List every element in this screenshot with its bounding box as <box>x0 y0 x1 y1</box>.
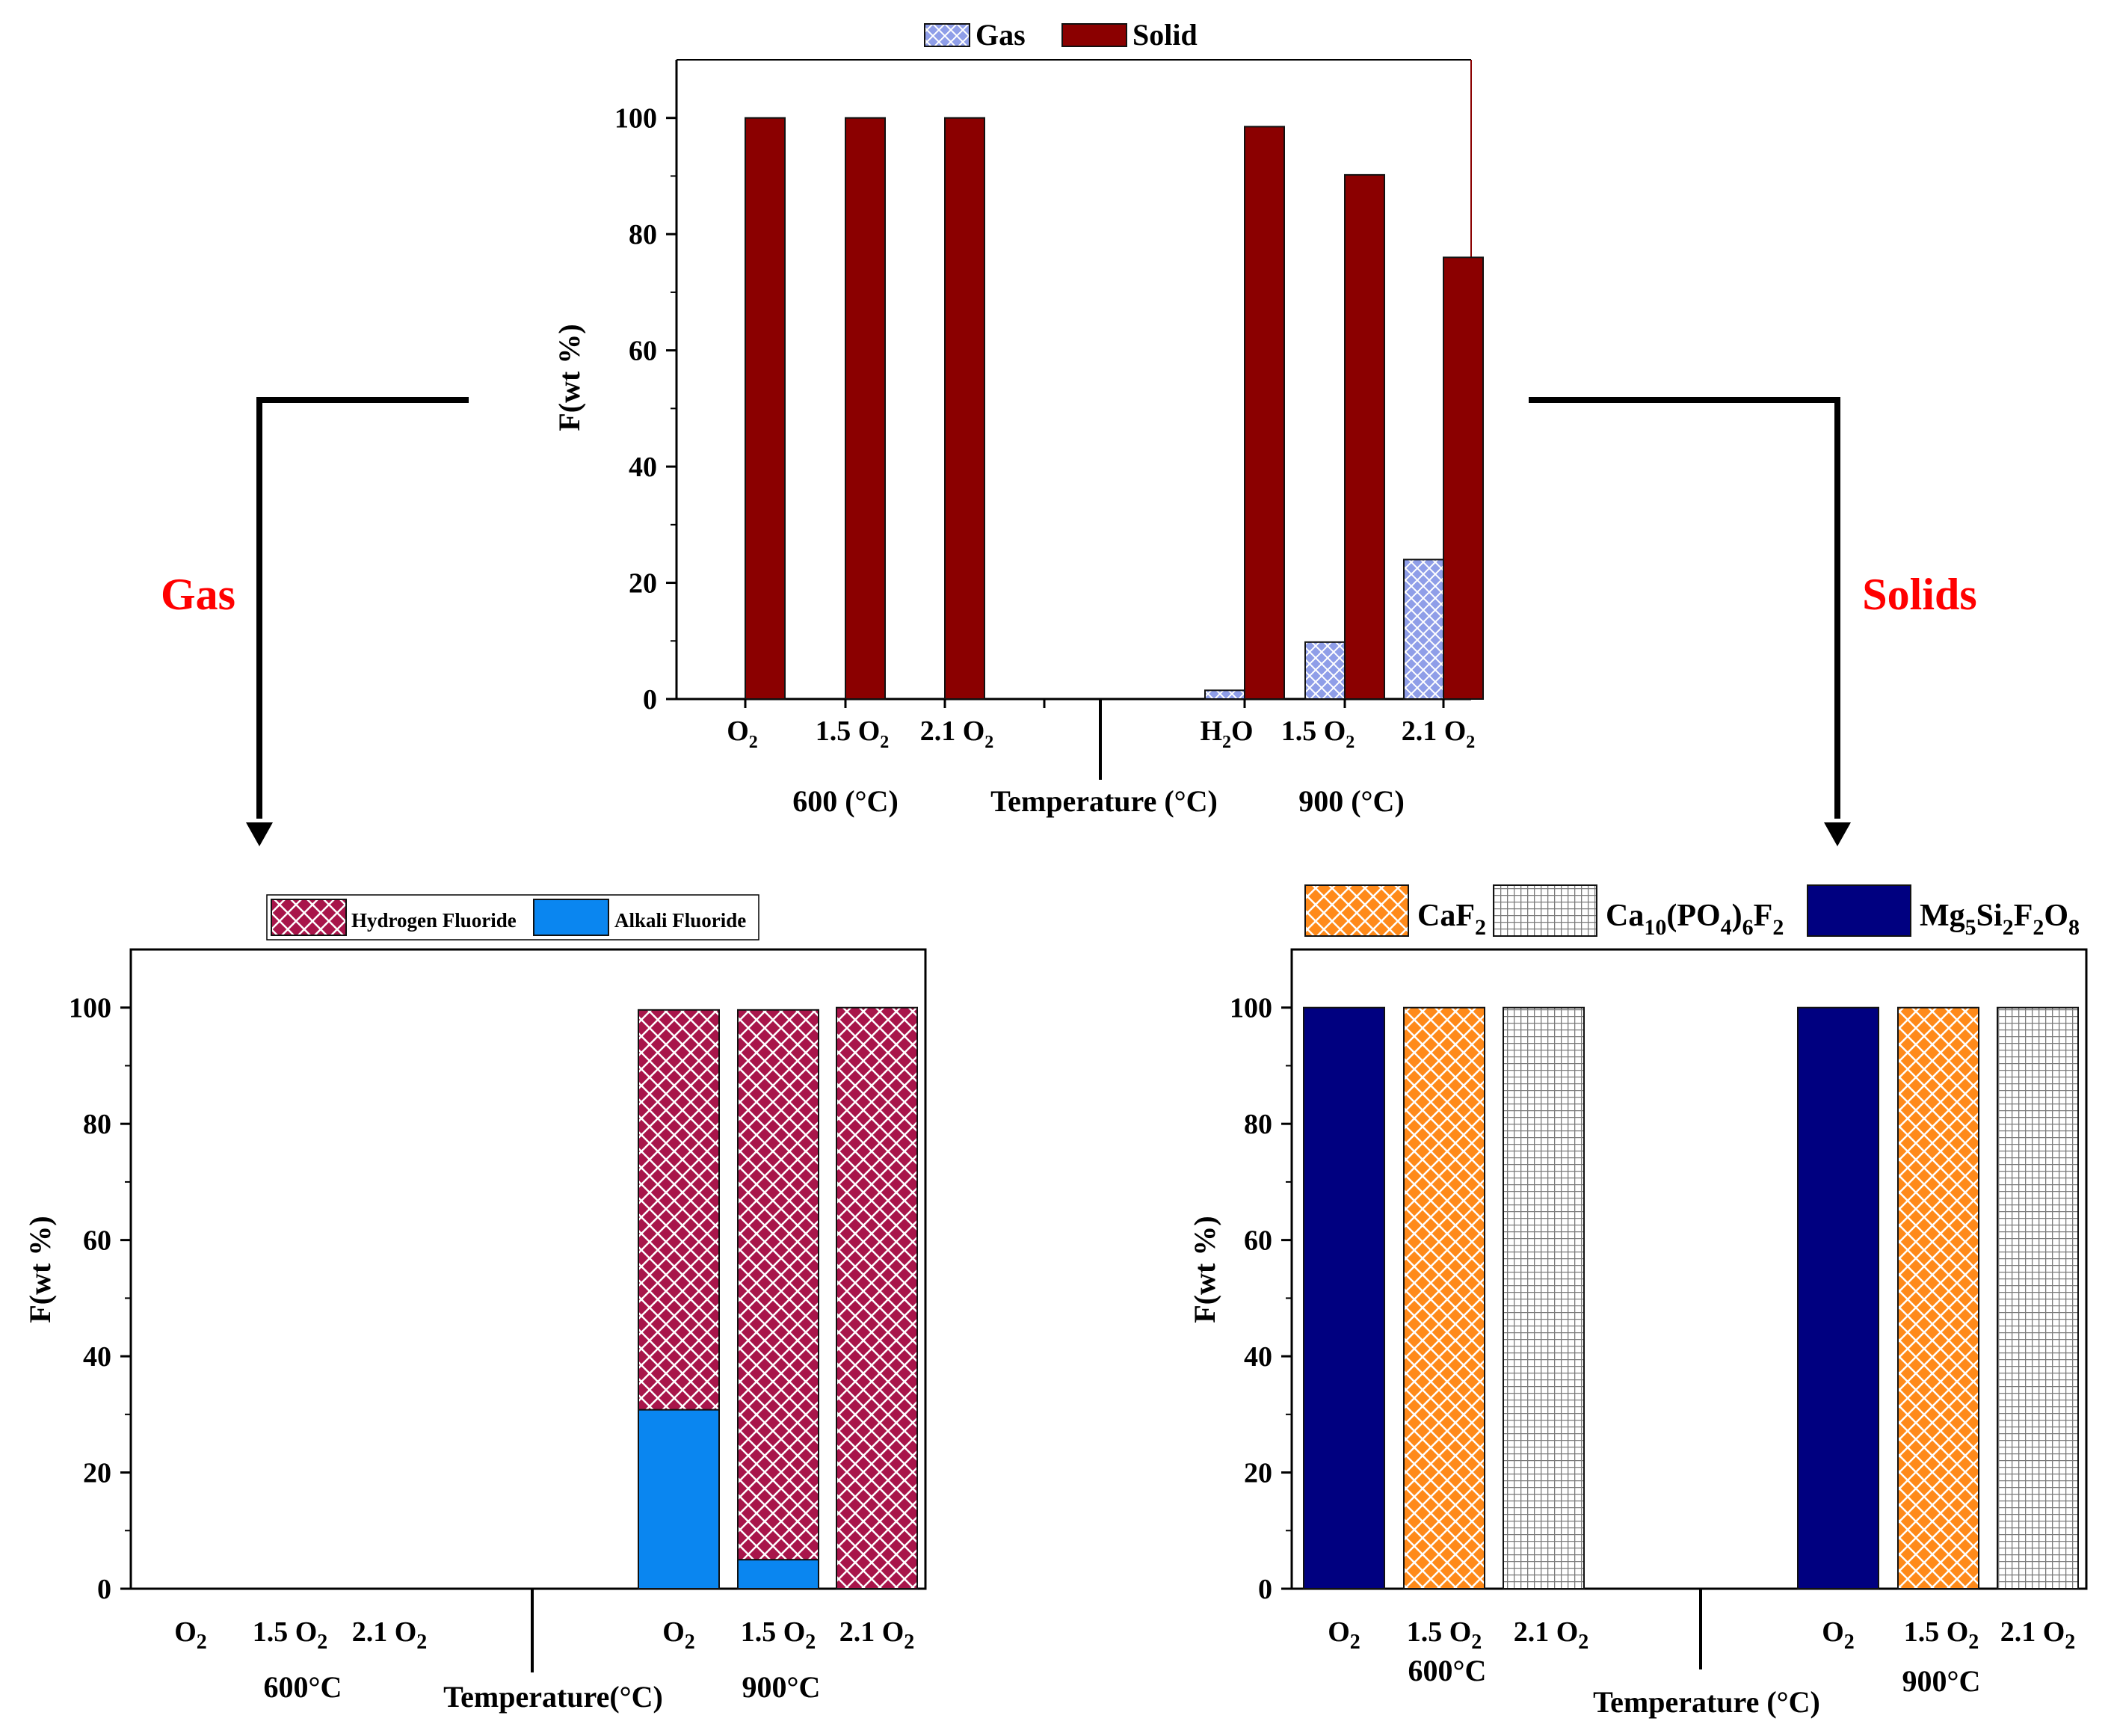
solids-bar-ca10po46f2 <box>1503 1006 1585 1589</box>
gas-plot-frame <box>129 948 927 1590</box>
gas-category-label: O2 <box>174 1616 207 1654</box>
left-arrow-icon <box>246 822 273 846</box>
top-bar-solid <box>1443 256 1484 701</box>
top-bar-gas <box>1204 689 1245 700</box>
legend-label-mg-silicate: Mg5Si2F2O8 <box>1920 899 2080 940</box>
top-bar-solid <box>845 117 886 700</box>
right-arrow-icon <box>1824 822 1851 846</box>
solids-ytick-label: 80 <box>1244 1109 1272 1140</box>
solids-ytick-label: 0 <box>1258 1574 1272 1605</box>
solids-annotation: Solids <box>1862 570 1976 619</box>
top-group-label-600: 600 (°C) <box>792 784 899 818</box>
top-y-axis-label: F(wt %) <box>552 324 586 431</box>
top-category-label: O2 <box>727 715 758 752</box>
solids-ytick-label: 40 <box>1244 1341 1272 1373</box>
gas-group-label-600: 600°C <box>264 1670 342 1704</box>
solids-category-label: 1.5 O2 <box>1407 1616 1482 1654</box>
solids-bar-caf2 <box>1403 1006 1485 1589</box>
legend-swatch-mg-silicate <box>1807 884 1911 937</box>
gas-bar-hydrogen-fluoride <box>638 1009 720 1411</box>
top-category-label: 1.5 O2 <box>1281 715 1355 752</box>
top-bar-solid <box>1344 173 1385 700</box>
legend-swatch-apatite <box>1493 884 1597 937</box>
top-ytick-label: 40 <box>629 452 657 483</box>
legend-label-gas: Gas <box>976 18 1026 52</box>
gas-bar-hydrogen-fluoride <box>836 1006 918 1589</box>
top-bar-gas <box>1304 641 1346 700</box>
top-x-axis-label: Temperature (°C) <box>990 784 1218 818</box>
left-connector <box>246 397 469 846</box>
gas-ytick-label: 0 <box>97 1574 111 1605</box>
solids-bar-mg5si2f2o8 <box>1797 1006 1879 1589</box>
solids-legend: CaF2 Ca10(PO4)6F2 Mg5Si2F2O8 <box>1304 884 2080 940</box>
gas-ytick-label: 80 <box>83 1109 111 1140</box>
solids-x-axis-label: Temperature (°C) <box>1593 1685 1820 1719</box>
legend-swatch-gas <box>924 23 970 47</box>
solids-y-axis-label: F(wt %) <box>1188 1216 1221 1323</box>
gas-ytick-label: 20 <box>83 1458 111 1489</box>
gas-category-label: O2 <box>662 1616 695 1654</box>
solids-plot-frame <box>1290 948 2088 1590</box>
solids-group-label-600: 600°C <box>1408 1654 1487 1687</box>
legend-label-apatite: Ca10(PO4)6F2 <box>1606 899 1784 940</box>
gas-legend-box <box>266 894 759 941</box>
top-ytick-label: 20 <box>629 568 657 600</box>
solids-group-label-900: 900°C <box>1902 1664 1981 1698</box>
gas-annotation: Gas <box>161 570 235 619</box>
solids-category-label: 2.1 O2 <box>1514 1616 1589 1654</box>
legend-swatch-solid <box>1061 23 1127 47</box>
solids-bar-caf2 <box>1897 1006 1979 1589</box>
solids-category-label: O2 <box>1328 1616 1360 1654</box>
legend-label-alkali-fluoride: Alkali Fluoride <box>614 909 746 932</box>
gas-group-label-900: 900°C <box>742 1670 821 1704</box>
top-bar-gas <box>1403 558 1444 700</box>
gas-category-label: 2.1 O2 <box>352 1616 428 1654</box>
solids-bar-ca10po46f2 <box>1997 1006 2079 1589</box>
top-ytick-label: 0 <box>643 684 657 715</box>
solids-chart: 0 20 40 60 80 100 O2 1.5 O2 2.1 O2 O2 1.5 O2 2.1 O… <box>1188 884 2088 1719</box>
solids-ytick-label: 20 <box>1244 1458 1272 1489</box>
top-category-label: 1.5 O2 <box>816 715 890 752</box>
top-legend: Gas Solid <box>924 18 1198 52</box>
legend-label-solid: Solid <box>1132 18 1198 52</box>
top-bar-solid <box>1244 126 1285 701</box>
gas-bar-hydrogen-fluoride <box>737 1009 819 1561</box>
top-ytick-label: 100 <box>614 103 657 135</box>
top-bar-solid <box>944 117 985 700</box>
top-category-label: H2O <box>1200 715 1253 752</box>
gas-bar-alkali-fluoride <box>737 1559 819 1590</box>
gas-category-label: 1.5 O2 <box>253 1616 328 1654</box>
top-bar-solid <box>745 117 786 700</box>
legend-label-caf2: CaF2 <box>1417 899 1486 940</box>
legend-label-hydrogen-fluoride: Hydrogen Fluoride <box>351 909 517 932</box>
gas-ytick-label: 60 <box>83 1225 111 1257</box>
solids-ytick-label: 60 <box>1244 1225 1272 1257</box>
top-group-label-900: 900 (°C) <box>1298 784 1405 818</box>
right-connector <box>1529 397 1851 846</box>
legend-swatch-hydrogen-fluoride <box>271 899 347 936</box>
legend-swatch-alkali-fluoride <box>533 899 609 936</box>
top-chart: 0 20 40 60 80 100 O2 1.5 O2 2.1 O2 H2O 1.5 O2 2.1 … <box>552 18 1484 818</box>
solids-category-label: O2 <box>1822 1616 1855 1654</box>
gas-chart: 0 20 40 60 80 100 O2 1.5 O2 2.1 O2 O2 1.5 O2 2.1 O… <box>23 894 927 1714</box>
solids-bar-mg5si2f2o8 <box>1303 1006 1385 1589</box>
top-category-label: 2.1 O2 <box>920 715 994 752</box>
top-ytick-label: 80 <box>629 219 657 250</box>
gas-legend: Hydrogen Fluoride Alkali Fluoride <box>266 894 759 941</box>
gas-x-axis-label: Temperature(°C) <box>443 1680 663 1714</box>
gas-y-axis-label: F(wt %) <box>23 1216 57 1323</box>
gas-category-label: 1.5 O2 <box>741 1616 816 1654</box>
solids-ytick-label: 100 <box>1230 993 1272 1024</box>
gas-ytick-label: 40 <box>83 1341 111 1373</box>
gas-category-label: 2.1 O2 <box>839 1616 915 1654</box>
top-category-label: 2.1 O2 <box>1402 715 1476 752</box>
solids-category-label: 2.1 O2 <box>2000 1616 2076 1654</box>
gas-bar-alkali-fluoride <box>638 1409 720 1589</box>
legend-swatch-caf2 <box>1304 884 1409 937</box>
solids-category-label: 1.5 O2 <box>1904 1616 1979 1654</box>
gas-ytick-label: 100 <box>69 993 111 1024</box>
top-ytick-label: 60 <box>629 336 657 367</box>
